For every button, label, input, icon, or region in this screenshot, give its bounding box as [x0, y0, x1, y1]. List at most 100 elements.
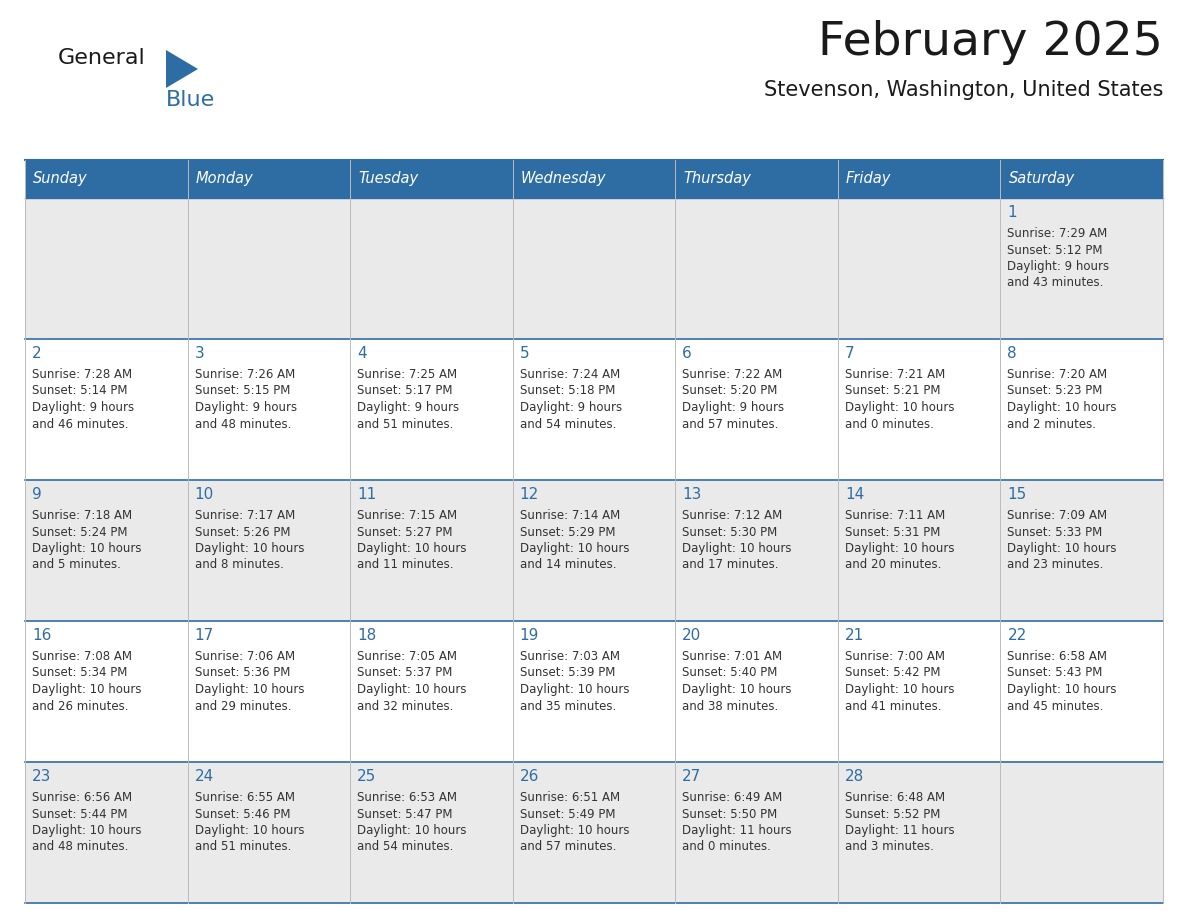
Text: Sunrise: 6:55 AM: Sunrise: 6:55 AM — [195, 791, 295, 804]
Text: 14: 14 — [845, 487, 864, 502]
Text: and 46 minutes.: and 46 minutes. — [32, 418, 128, 431]
Text: and 20 minutes.: and 20 minutes. — [845, 558, 941, 572]
Text: Sunrise: 6:56 AM: Sunrise: 6:56 AM — [32, 791, 132, 804]
Text: Daylight: 10 hours: Daylight: 10 hours — [845, 542, 954, 555]
Bar — [350, 480, 513, 621]
Bar — [1000, 480, 1163, 621]
Bar — [188, 762, 350, 903]
Text: Sunset: 5:30 PM: Sunset: 5:30 PM — [682, 525, 777, 539]
Text: and 35 minutes.: and 35 minutes. — [519, 700, 615, 712]
Bar — [1000, 621, 1163, 762]
Bar — [513, 480, 675, 621]
Text: 8: 8 — [1007, 346, 1017, 361]
Text: 6: 6 — [682, 346, 693, 361]
Bar — [350, 160, 513, 198]
Text: Daylight: 10 hours: Daylight: 10 hours — [1007, 683, 1117, 696]
Text: 26: 26 — [519, 769, 539, 784]
Text: Sunset: 5:43 PM: Sunset: 5:43 PM — [1007, 666, 1102, 679]
Text: and 43 minutes.: and 43 minutes. — [1007, 276, 1104, 289]
Bar — [838, 762, 1000, 903]
Text: 1: 1 — [1007, 205, 1017, 220]
Bar — [25, 762, 188, 903]
Text: and 51 minutes.: and 51 minutes. — [195, 841, 291, 854]
Text: Sunrise: 7:17 AM: Sunrise: 7:17 AM — [195, 509, 295, 522]
Text: and 51 minutes.: and 51 minutes. — [358, 418, 454, 431]
Text: and 14 minutes.: and 14 minutes. — [519, 558, 617, 572]
Text: Daylight: 9 hours: Daylight: 9 hours — [358, 401, 460, 414]
Text: Daylight: 10 hours: Daylight: 10 hours — [682, 542, 791, 555]
Text: Sunset: 5:20 PM: Sunset: 5:20 PM — [682, 385, 778, 397]
Text: and 54 minutes.: and 54 minutes. — [358, 841, 454, 854]
Text: Sunset: 5:40 PM: Sunset: 5:40 PM — [682, 666, 778, 679]
Text: Sunset: 5:17 PM: Sunset: 5:17 PM — [358, 385, 453, 397]
Text: Daylight: 10 hours: Daylight: 10 hours — [519, 683, 630, 696]
Text: 11: 11 — [358, 487, 377, 502]
Text: Sunrise: 7:24 AM: Sunrise: 7:24 AM — [519, 368, 620, 381]
Bar — [188, 198, 350, 339]
Text: and 17 minutes.: and 17 minutes. — [682, 558, 779, 572]
Text: Sunset: 5:47 PM: Sunset: 5:47 PM — [358, 808, 453, 821]
Text: Sunrise: 7:20 AM: Sunrise: 7:20 AM — [1007, 368, 1107, 381]
Text: Daylight: 10 hours: Daylight: 10 hours — [358, 824, 467, 837]
Bar — [675, 198, 838, 339]
Text: February 2025: February 2025 — [819, 20, 1163, 65]
Bar — [1000, 160, 1163, 198]
Bar — [838, 160, 1000, 198]
Text: and 32 minutes.: and 32 minutes. — [358, 700, 454, 712]
Text: Sunset: 5:49 PM: Sunset: 5:49 PM — [519, 808, 615, 821]
Bar — [675, 339, 838, 480]
Bar — [1000, 198, 1163, 339]
Text: Daylight: 10 hours: Daylight: 10 hours — [195, 683, 304, 696]
Text: and 41 minutes.: and 41 minutes. — [845, 700, 941, 712]
Text: Sunrise: 7:05 AM: Sunrise: 7:05 AM — [358, 650, 457, 663]
Text: Sunset: 5:50 PM: Sunset: 5:50 PM — [682, 808, 777, 821]
Text: Tuesday: Tuesday — [358, 172, 418, 186]
Text: Sunset: 5:27 PM: Sunset: 5:27 PM — [358, 525, 453, 539]
Text: Daylight: 10 hours: Daylight: 10 hours — [32, 824, 141, 837]
Bar — [838, 198, 1000, 339]
Text: 13: 13 — [682, 487, 702, 502]
Text: Sunset: 5:21 PM: Sunset: 5:21 PM — [845, 385, 941, 397]
Text: 15: 15 — [1007, 487, 1026, 502]
Text: Sunset: 5:29 PM: Sunset: 5:29 PM — [519, 525, 615, 539]
Bar — [838, 480, 1000, 621]
Bar — [513, 762, 675, 903]
Text: Sunrise: 7:08 AM: Sunrise: 7:08 AM — [32, 650, 132, 663]
Text: Daylight: 10 hours: Daylight: 10 hours — [358, 683, 467, 696]
Text: Sunrise: 7:01 AM: Sunrise: 7:01 AM — [682, 650, 783, 663]
Text: Daylight: 9 hours: Daylight: 9 hours — [682, 401, 784, 414]
Text: Sunrise: 7:15 AM: Sunrise: 7:15 AM — [358, 509, 457, 522]
Text: and 8 minutes.: and 8 minutes. — [195, 558, 284, 572]
Text: Sunrise: 7:22 AM: Sunrise: 7:22 AM — [682, 368, 783, 381]
Bar — [25, 480, 188, 621]
Text: Sunset: 5:52 PM: Sunset: 5:52 PM — [845, 808, 940, 821]
Text: Wednesday: Wednesday — [520, 172, 606, 186]
Text: 7: 7 — [845, 346, 854, 361]
Text: and 57 minutes.: and 57 minutes. — [682, 418, 778, 431]
Text: and 38 minutes.: and 38 minutes. — [682, 700, 778, 712]
Text: Sunrise: 7:03 AM: Sunrise: 7:03 AM — [519, 650, 620, 663]
Text: Daylight: 10 hours: Daylight: 10 hours — [845, 683, 954, 696]
Text: 27: 27 — [682, 769, 702, 784]
Text: and 29 minutes.: and 29 minutes. — [195, 700, 291, 712]
Text: Sunrise: 7:00 AM: Sunrise: 7:00 AM — [845, 650, 944, 663]
Text: Sunrise: 7:18 AM: Sunrise: 7:18 AM — [32, 509, 132, 522]
Text: Sunrise: 7:06 AM: Sunrise: 7:06 AM — [195, 650, 295, 663]
Text: Sunset: 5:33 PM: Sunset: 5:33 PM — [1007, 525, 1102, 539]
Text: and 45 minutes.: and 45 minutes. — [1007, 700, 1104, 712]
Text: Sunset: 5:42 PM: Sunset: 5:42 PM — [845, 666, 941, 679]
Bar — [188, 339, 350, 480]
Text: General: General — [58, 48, 146, 68]
Bar — [838, 339, 1000, 480]
Bar — [1000, 339, 1163, 480]
Bar — [25, 339, 188, 480]
Text: 5: 5 — [519, 346, 530, 361]
Text: Daylight: 9 hours: Daylight: 9 hours — [1007, 260, 1110, 273]
Bar — [25, 160, 188, 198]
Text: Sunrise: 6:49 AM: Sunrise: 6:49 AM — [682, 791, 783, 804]
Text: 10: 10 — [195, 487, 214, 502]
Text: and 54 minutes.: and 54 minutes. — [519, 418, 617, 431]
Text: 25: 25 — [358, 769, 377, 784]
Text: Saturday: Saturday — [1009, 172, 1075, 186]
Text: 3: 3 — [195, 346, 204, 361]
